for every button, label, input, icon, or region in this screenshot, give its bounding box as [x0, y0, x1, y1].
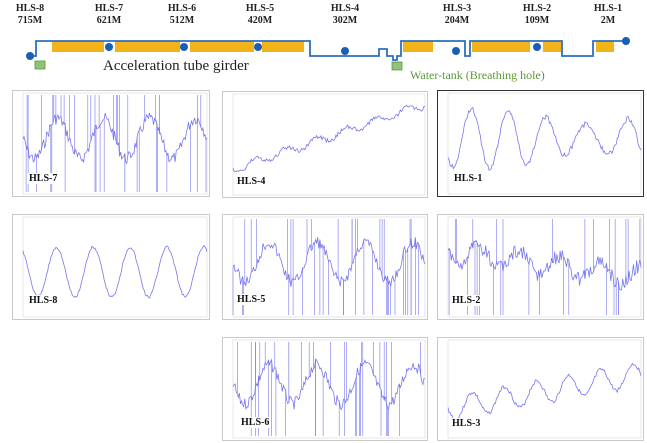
signal-panel-hls-4: HLS-4	[222, 91, 428, 198]
girder-caption: Acceleration tube girder	[103, 58, 249, 74]
signal-plot	[232, 216, 426, 318]
signal-trace	[232, 237, 426, 287]
plot-frame	[447, 92, 642, 195]
sensor-dot-hls-8	[26, 52, 34, 60]
girder-block	[190, 41, 254, 52]
panel-label: HLS-5	[235, 294, 268, 305]
sensor-label-hls-7: HLS-7 621M	[94, 3, 124, 26]
sensor-dot-hls-4	[341, 47, 349, 55]
signal-trace	[447, 106, 642, 171]
sensor-label-hls-3: HLS-3 204M	[442, 3, 472, 26]
girder-block	[472, 41, 530, 52]
girder-block	[115, 41, 180, 52]
signal-panel-hls-5: HLS-5	[222, 214, 428, 320]
sensor-label-hls-8: HLS-8 715M	[15, 3, 45, 26]
girder-block	[52, 41, 104, 52]
signal-trace	[232, 358, 426, 411]
signal-plot	[447, 339, 642, 439]
signal-panel-hls-6: HLS-6	[222, 337, 428, 441]
sensor-label-hls-1: HLS-1 2M	[593, 3, 623, 26]
plot-frame	[232, 339, 426, 439]
panel-label: HLS-3	[450, 418, 483, 429]
sensor-dot-hls-1	[622, 37, 630, 45]
signal-panel-hls-7: HLS-7	[12, 90, 210, 197]
signal-panel-hls-3: HLS-3	[437, 337, 644, 441]
signal-panel-hls-1: HLS-1	[437, 90, 644, 197]
signal-plot	[22, 216, 208, 318]
signal-trace	[22, 244, 208, 299]
sensor-dot-hls-2	[533, 43, 541, 51]
signal-plot	[22, 92, 208, 195]
girder-block	[543, 41, 561, 52]
watertank-caption: Water-tank (Breathing hole)	[410, 68, 545, 82]
panel-label: HLS-4	[235, 176, 268, 187]
signal-panel-hls-8: HLS-8	[12, 214, 210, 320]
panel-label: HLS-8	[27, 295, 60, 306]
sensor-dots	[26, 37, 630, 60]
plot-frame	[232, 93, 426, 196]
signal-plot	[447, 92, 642, 195]
girder-blocks	[52, 41, 614, 52]
sensor-label-hls-4: HLS-4 302M	[330, 3, 360, 26]
panel-label: HLS-2	[450, 295, 483, 306]
signal-panel-hls-2: HLS-2	[437, 214, 644, 320]
sensor-dot-hls-6	[180, 43, 188, 51]
water-tank-right	[391, 61, 403, 71]
signal-plot	[232, 93, 426, 196]
sensor-dot-hls-7	[105, 43, 113, 51]
signal-trace	[22, 112, 208, 165]
plot-frame	[447, 339, 642, 439]
panel-label: HLS-6	[239, 417, 272, 428]
panel-label: HLS-7	[27, 173, 60, 184]
signal-trace	[447, 362, 642, 421]
sensor-dot-hls-5	[254, 43, 262, 51]
sensor-label-hls-5: HLS-5 420M	[245, 3, 275, 26]
girder-block	[262, 41, 304, 52]
signal-trace	[447, 239, 642, 291]
water-pipe	[30, 40, 626, 61]
signal-trace	[232, 104, 426, 173]
girder-block	[403, 41, 433, 52]
sensor-dot-hls-3	[452, 47, 460, 55]
panel-label: HLS-1	[452, 173, 485, 184]
plot-frame	[22, 216, 208, 318]
water-tank-left	[34, 60, 46, 70]
pipeline-diagram	[26, 37, 630, 71]
plot-frame	[22, 92, 208, 195]
girder-block	[596, 41, 614, 52]
sensor-label-hls-6: HLS-6 512M	[167, 3, 197, 26]
sensor-label-hls-2: HLS-2 109M	[522, 3, 552, 26]
signal-plot	[232, 339, 426, 439]
